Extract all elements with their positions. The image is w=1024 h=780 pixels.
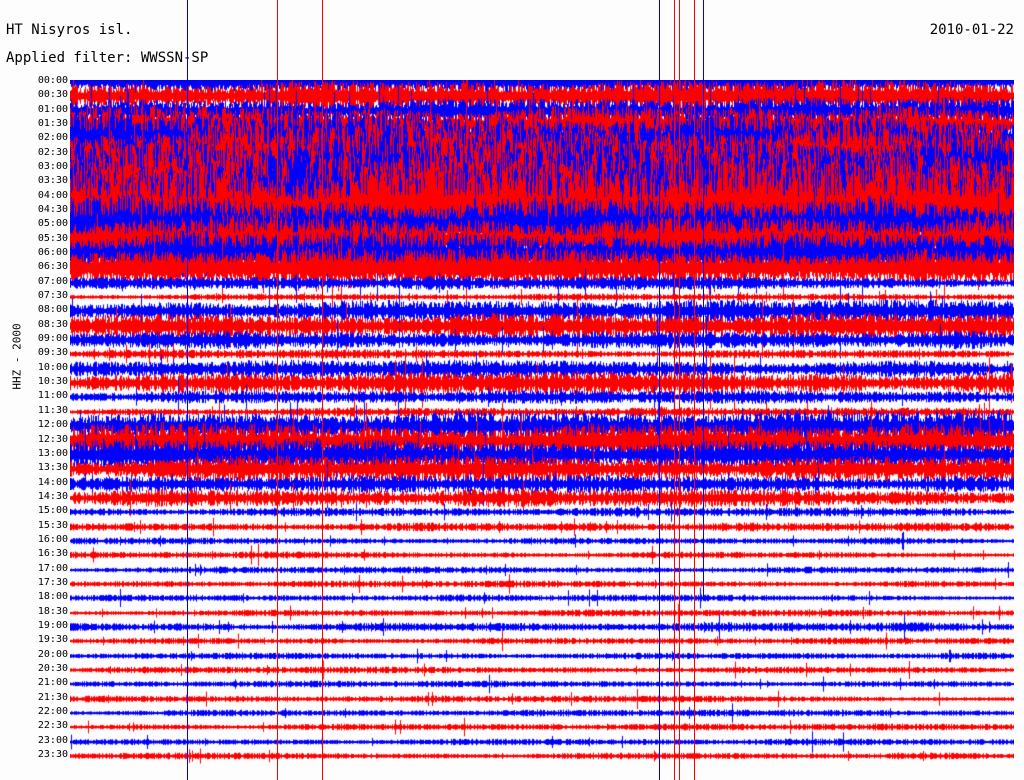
event-marker-line <box>679 0 680 780</box>
time-tick-label: 03:00 <box>37 161 68 173</box>
time-tick-label: 19:30 <box>37 634 68 646</box>
time-tick-label: 14:00 <box>37 476 68 488</box>
time-tick-label: 18:00 <box>37 591 68 603</box>
time-tick-label: 06:30 <box>37 261 68 273</box>
time-tick-label: 08:00 <box>37 304 68 316</box>
time-tick-label: 11:00 <box>37 390 68 402</box>
time-tick-label: 23:30 <box>37 748 68 760</box>
time-tick-label: 02:30 <box>37 146 68 158</box>
time-tick-label: 14:30 <box>37 490 68 502</box>
event-marker-line <box>322 0 323 780</box>
event-marker-line <box>703 0 704 600</box>
time-tick-label: 04:30 <box>37 204 68 216</box>
time-tick-label: 10:00 <box>37 361 68 373</box>
event-marker-line <box>694 0 695 780</box>
time-tick-label: 10:30 <box>37 376 68 388</box>
time-tick-label: 05:00 <box>37 218 68 230</box>
time-tick-label: 13:00 <box>37 447 68 459</box>
time-tick-label: 21:30 <box>37 691 68 703</box>
time-tick-label: 18:30 <box>37 605 68 617</box>
time-tick-label: 16:30 <box>37 548 68 560</box>
time-tick-label: 15:30 <box>37 519 68 531</box>
time-tick-label: 16:00 <box>37 533 68 545</box>
time-tick-label: 09:30 <box>37 347 68 359</box>
event-marker-line <box>659 0 660 780</box>
time-tick-label: 03:30 <box>37 175 68 187</box>
time-tick-label: 22:30 <box>37 720 68 732</box>
event-marker-line <box>187 0 188 780</box>
time-tick-label: 17:30 <box>37 576 68 588</box>
time-tick-label: 04:00 <box>37 189 68 201</box>
time-tick-label: 15:00 <box>37 505 68 517</box>
time-tick-label: 11:30 <box>37 404 68 416</box>
time-tick-label: 07:00 <box>37 275 68 287</box>
helicorder-plot <box>70 80 1014 777</box>
time-tick-label: 06:00 <box>37 247 68 259</box>
time-tick-label: 02:00 <box>37 132 68 144</box>
time-tick-label: 12:00 <box>37 419 68 431</box>
time-tick-label: 13:30 <box>37 462 68 474</box>
time-axis: 00:00 00:30 01:00 01:30 02:00 02:30 03:00 03:30… <box>0 0 68 780</box>
time-tick-label: 12:30 <box>37 433 68 445</box>
time-tick-label: 00:00 <box>37 75 68 86</box>
time-tick-label: 07:30 <box>37 290 68 302</box>
time-tick-label: 17:00 <box>37 562 68 574</box>
time-tick-label: 09:00 <box>37 333 68 345</box>
applied-filter-label: Applied filter: WWSSN-SP <box>6 50 209 66</box>
time-tick-label: 22:00 <box>37 705 68 717</box>
time-tick-label: 00:30 <box>37 89 68 101</box>
time-tick-label: 19:00 <box>37 619 68 631</box>
time-tick-label: 05:30 <box>37 232 68 244</box>
event-marker-line <box>674 0 675 780</box>
time-tick-label: 20:00 <box>37 648 68 660</box>
time-tick-label: 20:30 <box>37 662 68 674</box>
event-marker-line <box>277 0 278 780</box>
waveform-canvas <box>70 80 1014 777</box>
station-title: HT Nisyros isl. <box>6 22 133 38</box>
time-tick-label: 08:30 <box>37 318 68 330</box>
time-tick-label: 01:00 <box>37 103 68 115</box>
time-tick-label: 01:30 <box>37 118 68 130</box>
time-tick-label: 21:00 <box>37 677 68 689</box>
record-date: 2010-01-22 <box>929 22 1014 38</box>
time-tick-label: 23:00 <box>37 734 68 746</box>
